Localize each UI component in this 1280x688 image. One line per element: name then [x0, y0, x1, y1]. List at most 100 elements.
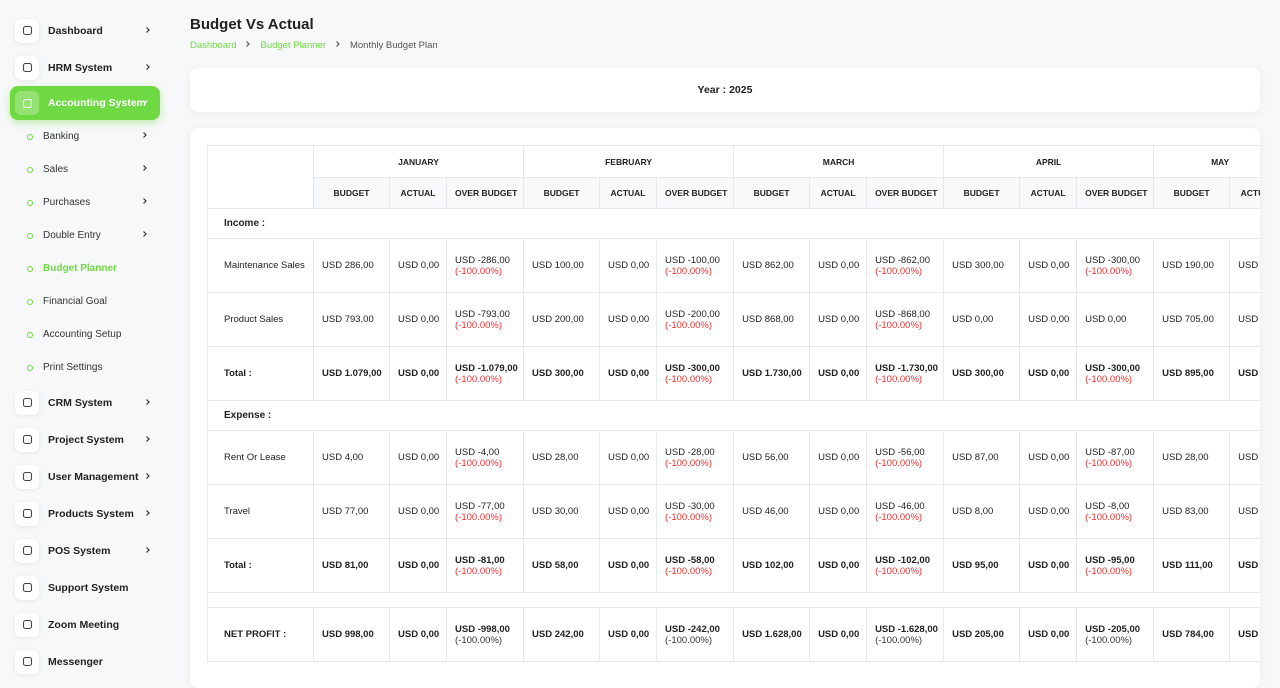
budget-cell: USD 28,00 [523, 430, 601, 485]
actual-cell: USD 0,00 [1229, 238, 1260, 293]
actual-cell: USD 0,00 [1019, 346, 1078, 401]
nav-item[interactable]: HRM System [0, 49, 178, 86]
nav-item[interactable]: User Management [0, 458, 178, 495]
sub-nav-item[interactable]: Sales [0, 153, 178, 186]
over-budget-percent: (-100.00%) [665, 373, 713, 385]
nav-label: Accounting Setup [43, 329, 122, 340]
over-budget-value: USD -998,00 [455, 623, 510, 635]
nav-dot [27, 166, 33, 173]
row-label: Maintenance Sales [207, 238, 314, 293]
over-budget-percent: (-100.00%) [455, 319, 502, 331]
budget-cell: USD 102,00 [733, 538, 811, 593]
over-budget-cell: USD -100,00 (-100.00%) [656, 238, 735, 293]
chevron [141, 164, 149, 175]
over-budget-percent: (-100.00%) [1085, 634, 1133, 646]
sub-nav-item[interactable]: Financial Goal [0, 285, 178, 318]
nav-item[interactable]: POS System [0, 532, 178, 569]
budget-cell: USD 705,00 [1153, 292, 1231, 347]
sub-nav-item[interactable]: Double Entry [0, 219, 178, 252]
actual-cell: USD 0,00 [599, 538, 658, 593]
over-budget-value: USD -286,00 [455, 254, 510, 266]
over-budget-cell: USD -8,00 (-100.00%) [1076, 484, 1155, 539]
over-budget-cell: USD -81,00 (-100.00%) [445, 538, 525, 593]
budget-cell: USD 895,00 [1153, 346, 1231, 401]
breadcrumb-item[interactable]: Budget Planner [260, 40, 326, 51]
over-budget-cell: USD -95,00 (-100.00%) [1076, 538, 1155, 593]
budget-cell: USD 46,00 [733, 484, 811, 539]
sub-nav-item[interactable]: Accounting Setup [0, 318, 178, 351]
over-budget-value: USD -1.628,00 [875, 623, 938, 635]
over-budget-percent: (-100.00%) [1085, 565, 1133, 577]
actual-cell: USD 0,00 [389, 430, 447, 485]
budget-cell: USD 58,00 [523, 538, 601, 593]
table-row: Total : USD 1.079,00 USD 0,00 USD -1.079,00… [207, 346, 1260, 401]
nav-label: User Management [48, 470, 139, 483]
over-budget-percent: (-100.00%) [665, 265, 713, 277]
spacer-cell [207, 592, 1260, 608]
nav-label: Banking [43, 131, 80, 142]
nav-item[interactable]: Support System [0, 569, 178, 606]
nav-item[interactable]: Messenger [0, 643, 178, 680]
nav-item[interactable]: Zoom Meeting [0, 606, 178, 643]
budget-cell: USD 784,00 [1153, 607, 1231, 662]
actual-cell: USD 0,00 [389, 607, 447, 662]
budget-cell: USD 0,00 [943, 292, 1021, 347]
actual-cell: USD 0,00 [1229, 292, 1260, 347]
over-budget-percent: (-100.00%) [1085, 373, 1133, 385]
nav-item[interactable]: CRM System [0, 384, 178, 421]
nav-item[interactable]: Products System [0, 495, 178, 532]
over-budget-percent: (-100.00%) [665, 634, 713, 646]
row-label: Total : [207, 538, 314, 593]
table-body: Income : Maintenance Sales USD 286,00 USD 0… [207, 208, 1260, 662]
actual-cell: USD 0,00 [599, 607, 658, 662]
budget-cell: USD 998,00 [313, 607, 390, 662]
actual-cell: USD 0,00 [389, 538, 447, 593]
sub-nav-item[interactable]: Banking [0, 120, 178, 153]
nav-item[interactable]: Accounting System [10, 86, 160, 120]
over-budget-cell: USD -300,00 (-100.00%) [1076, 346, 1155, 401]
actual-cell: USD 0,00 [599, 484, 658, 539]
over-budget-cell: USD -102,00 (-100.00%) [866, 538, 945, 593]
column-header: ACTUAL [1019, 177, 1078, 209]
nav-label: Accounting System [48, 97, 147, 109]
column-header: OVER BUDGET [656, 177, 735, 209]
chevron [141, 230, 149, 241]
over-budget-percent: (-100.00%) [875, 565, 923, 577]
actual-cell: USD 0,00 [809, 538, 868, 593]
over-budget-cell: USD -46,00 (-100.00%) [866, 484, 945, 539]
over-budget-cell: USD -205,00 (-100.00%) [1076, 607, 1155, 662]
column-header: BUDGET [943, 177, 1021, 209]
budget-cell: USD 95,00 [943, 538, 1021, 593]
actual-cell: USD 0,00 [809, 607, 868, 662]
nav-item[interactable]: Dashboard [0, 12, 178, 49]
budget-cell: USD 1.730,00 [733, 346, 811, 401]
actual-cell: USD 0,00 [389, 484, 447, 539]
sub-nav-item[interactable]: Purchases [0, 186, 178, 219]
nav-item[interactable]: Project System [0, 421, 178, 458]
sub-nav-item[interactable]: Print Settings [0, 351, 178, 384]
nav-label: Dashboard [48, 24, 103, 37]
actual-cell: USD 0,00 [1019, 430, 1078, 485]
over-budget-cell: USD -4,00 (-100.00%) [445, 430, 525, 485]
breadcrumb-item[interactable]: Dashboard [190, 40, 237, 51]
breadcrumb-item: Monthly Budget Plan [349, 40, 438, 51]
over-budget-cell: USD -242,00 (-100.00%) [656, 607, 735, 662]
actual-cell: USD 0,00 [599, 430, 658, 485]
table-head: JANUARY FEBRUARY MARCH APRIL MAY BUDGET ACTUAL… [207, 145, 1260, 209]
budget-cell: USD 190,00 [1153, 238, 1231, 293]
sub-nav-item[interactable]: Budget Planner [0, 252, 178, 285]
over-budget-percent: (-100.00%) [455, 457, 502, 469]
nav-dot [27, 331, 33, 338]
actual-cell: USD 0,00 [1019, 607, 1078, 662]
row-label: Travel [207, 484, 314, 539]
page: Dashboard HRM System Accounting System Bank… [0, 12, 1260, 668]
row-label: Product Sales [207, 292, 314, 347]
over-budget-value: USD -77,00 [455, 500, 505, 512]
budget-cell: USD 868,00 [733, 292, 811, 347]
nav-label: Purchases [43, 197, 91, 208]
actual-cell: USD 0,00 [389, 292, 447, 347]
over-budget-value: USD -200,00 [665, 308, 720, 320]
column-header: ACTUAL [809, 177, 868, 209]
breadcrumb: Dashboard Budget Planner Monthly Budget Pl… [190, 40, 438, 51]
actual-cell: USD 0,00 [1019, 238, 1078, 293]
